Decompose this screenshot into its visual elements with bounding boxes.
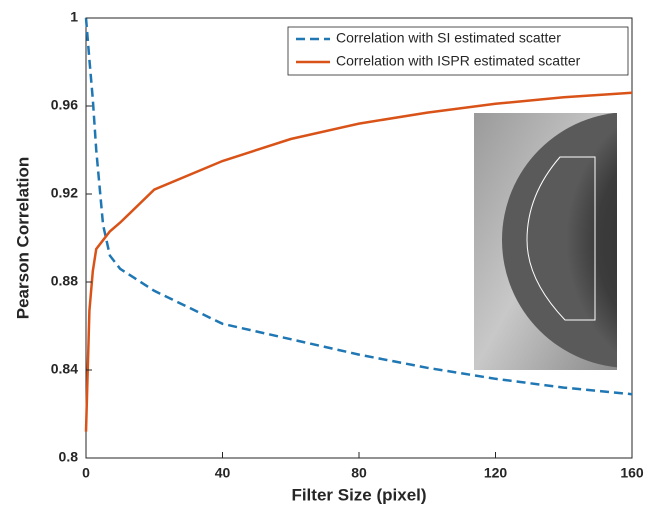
- x-tick-label: 40: [215, 465, 231, 481]
- legend-label: Correlation with ISPR estimated scatter: [336, 53, 581, 69]
- y-tick-label: 0.88: [51, 273, 78, 289]
- chart: Correlation with SI estimated scatter Cor…: [0, 0, 659, 511]
- y-axis-label: Pearson Correlation: [13, 157, 32, 320]
- legend-label: Correlation with SI estimated scatter: [336, 30, 561, 46]
- y-tick-label: 0.84: [51, 361, 78, 377]
- x-tick-label: 80: [351, 465, 367, 481]
- y-tick-label: 0.8: [59, 449, 79, 465]
- y-tick-label: 0.96: [51, 97, 78, 113]
- x-tick-label: 160: [620, 465, 644, 481]
- legend: Correlation with SI estimated scatter Cor…: [288, 27, 628, 75]
- y-tick-label: 0.92: [51, 185, 78, 201]
- x-tick-label: 0: [82, 465, 90, 481]
- x-axis-label: Filter Size (pixel): [291, 485, 426, 504]
- x-tick-label: 120: [484, 465, 508, 481]
- y-tick-label: 1: [70, 9, 78, 25]
